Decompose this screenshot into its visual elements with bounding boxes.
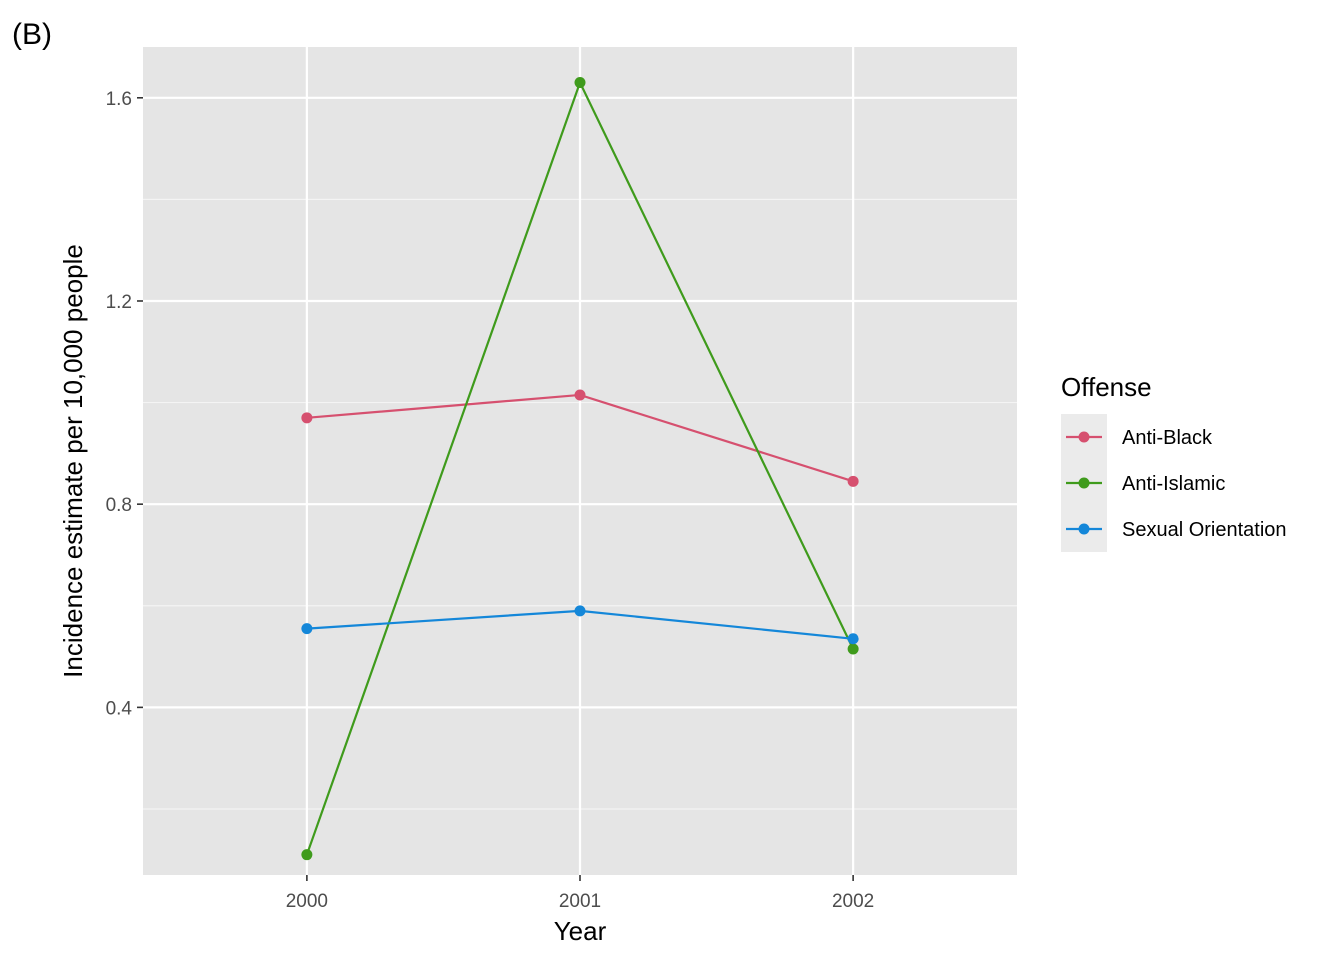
y-axis-title: Incidence estimate per 10,000 people: [58, 244, 88, 678]
data-point: [847, 633, 859, 645]
x-tick-label: 2002: [832, 891, 874, 912]
series-layer: [301, 77, 859, 861]
y-axis-ticks: 0.4 0.8 1.2 1.6: [106, 89, 143, 719]
legend: Offense Anti-Black Anti-Islamic Sexual Ori…: [1061, 372, 1287, 552]
x-tick-label: 2000: [286, 891, 328, 912]
legend-key-point: [1078, 523, 1090, 535]
y-tick-label: 1.2: [106, 292, 132, 313]
major-gridlines: [143, 47, 1017, 875]
data-point: [574, 605, 586, 617]
legend-label: Anti-Islamic: [1122, 473, 1225, 495]
data-point: [574, 389, 586, 401]
data-point: [301, 623, 313, 635]
data-point: [574, 77, 586, 89]
data-point: [847, 643, 859, 655]
series-anti-islamic: [301, 77, 859, 861]
legend-key-point: [1078, 477, 1090, 489]
legend-item: Sexual Orientation: [1066, 519, 1287, 541]
legend-label: Sexual Orientation: [1122, 519, 1287, 541]
x-axis-ticks: 2000 2001 2002: [286, 875, 874, 912]
data-point: [847, 475, 859, 487]
series-sexual-orientation: [301, 605, 859, 645]
panel-tag: (B): [12, 18, 52, 51]
legend-item: Anti-Islamic: [1066, 473, 1225, 495]
x-axis-title: Year: [554, 916, 607, 946]
series-anti-black: [301, 389, 859, 487]
y-tick-label: 1.6: [106, 89, 132, 110]
x-tick-label: 2001: [559, 891, 601, 912]
legend-item: Anti-Black: [1066, 427, 1213, 449]
data-point: [301, 849, 313, 861]
legend-label: Anti-Black: [1122, 427, 1213, 449]
y-tick-label: 0.4: [106, 698, 133, 719]
legend-title: Offense: [1061, 372, 1152, 402]
legend-items: Anti-Black Anti-Islamic Sexual Orientation: [1066, 427, 1287, 541]
y-tick-label: 0.8: [106, 495, 132, 516]
legend-key-point: [1078, 431, 1090, 443]
data-point: [301, 412, 313, 424]
